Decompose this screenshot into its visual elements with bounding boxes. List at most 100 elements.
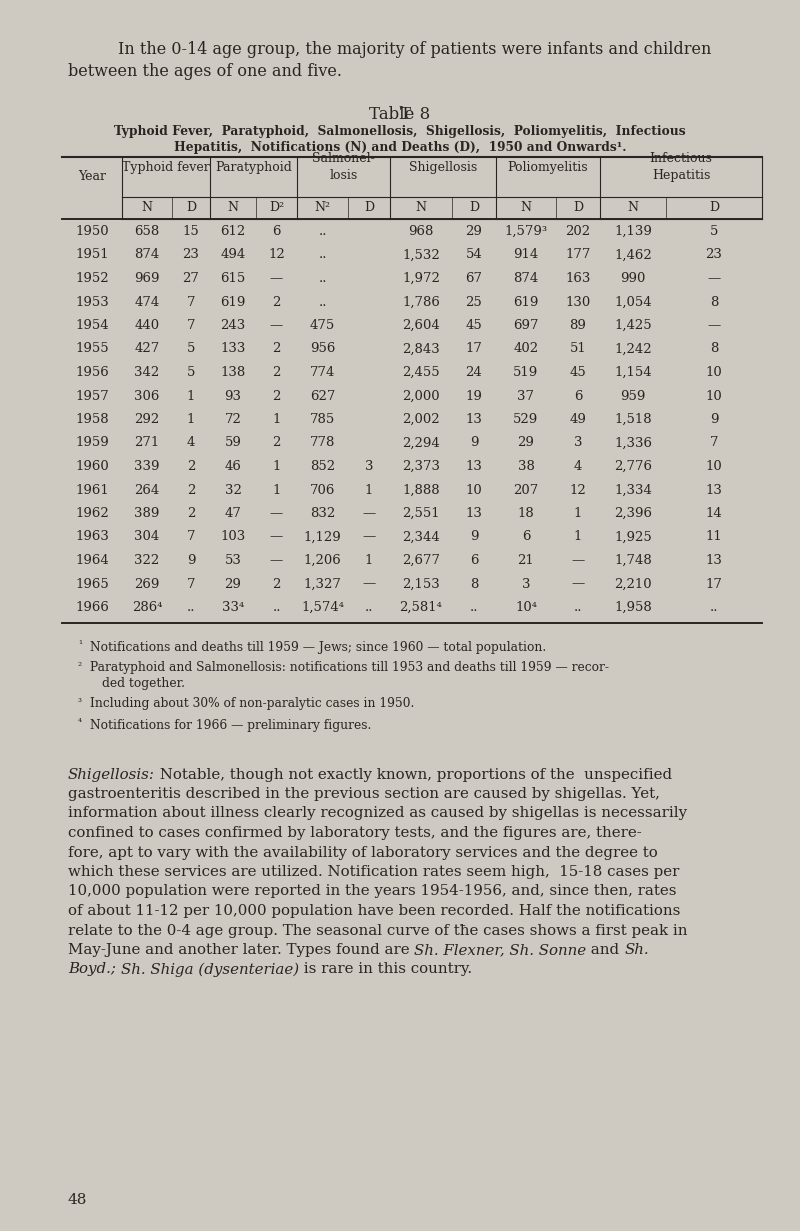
Text: 1,054: 1,054 <box>614 295 652 309</box>
Text: 2: 2 <box>187 460 195 473</box>
Text: ..: .. <box>318 249 326 261</box>
Text: 49: 49 <box>570 412 586 426</box>
Text: 1,336: 1,336 <box>614 437 652 449</box>
Text: 6: 6 <box>574 389 582 403</box>
Text: 2,153: 2,153 <box>402 577 440 591</box>
Text: D: D <box>186 201 196 214</box>
Text: —: — <box>571 577 585 591</box>
Text: 832: 832 <box>310 507 335 519</box>
Text: 9: 9 <box>470 531 478 544</box>
Text: Poliomyelitis: Poliomyelitis <box>508 160 588 174</box>
Text: 29: 29 <box>466 225 482 238</box>
Text: 2: 2 <box>272 577 281 591</box>
Text: —: — <box>707 319 721 332</box>
Text: 1: 1 <box>574 531 582 544</box>
Text: 5: 5 <box>710 225 718 238</box>
Text: Paratyphoid: Paratyphoid <box>215 160 292 174</box>
Text: 1956: 1956 <box>75 366 109 379</box>
Text: 8: 8 <box>710 295 718 309</box>
Text: 10: 10 <box>466 484 482 496</box>
Text: D²: D² <box>269 201 284 214</box>
Text: 2,581⁴: 2,581⁴ <box>399 601 442 614</box>
Text: 23: 23 <box>706 249 722 261</box>
Text: 4: 4 <box>187 437 195 449</box>
Text: —: — <box>270 319 283 332</box>
Text: 7: 7 <box>186 577 195 591</box>
Text: 619: 619 <box>514 295 538 309</box>
Text: 1,574⁴: 1,574⁴ <box>301 601 344 614</box>
Text: 1,139: 1,139 <box>614 225 652 238</box>
Text: 1: 1 <box>187 389 195 403</box>
Text: 1: 1 <box>272 484 281 496</box>
Text: 9: 9 <box>710 412 718 426</box>
Text: N: N <box>142 201 153 214</box>
Text: 18: 18 <box>518 507 534 519</box>
Text: 1962: 1962 <box>75 507 109 519</box>
Text: Salmonel-
losis: Salmonel- losis <box>312 151 375 182</box>
Text: 1,206: 1,206 <box>304 554 342 567</box>
Text: 89: 89 <box>570 319 586 332</box>
Text: 133: 133 <box>220 342 246 356</box>
Text: 968: 968 <box>408 225 434 238</box>
Text: N: N <box>521 201 531 214</box>
Text: 2: 2 <box>272 295 281 309</box>
Text: 2,373: 2,373 <box>402 460 440 473</box>
Text: 959: 959 <box>620 389 646 403</box>
Text: 17: 17 <box>466 342 482 356</box>
Text: 1: 1 <box>187 412 195 426</box>
Text: 615: 615 <box>220 272 246 286</box>
Text: 286⁴: 286⁴ <box>132 601 162 614</box>
Text: 2,002: 2,002 <box>402 412 440 426</box>
Text: 1953: 1953 <box>75 295 109 309</box>
Text: 1,958: 1,958 <box>614 601 652 614</box>
Text: 3: 3 <box>574 437 582 449</box>
Text: ³: ³ <box>78 698 82 707</box>
Text: —: — <box>270 272 283 286</box>
Text: 13: 13 <box>466 507 482 519</box>
Text: 427: 427 <box>134 342 160 356</box>
Text: D: D <box>709 201 719 214</box>
Text: 1: 1 <box>272 412 281 426</box>
Text: 12: 12 <box>570 484 586 496</box>
Text: 519: 519 <box>514 366 538 379</box>
Text: 2: 2 <box>272 389 281 403</box>
Text: —: — <box>707 272 721 286</box>
Text: ..: .. <box>365 601 374 614</box>
Text: 47: 47 <box>225 507 242 519</box>
Text: 2,604: 2,604 <box>402 319 440 332</box>
Text: 1959: 1959 <box>75 437 109 449</box>
Text: 13: 13 <box>466 460 482 473</box>
Text: 2,455: 2,455 <box>402 366 440 379</box>
Text: 1,786: 1,786 <box>402 295 440 309</box>
Text: 15: 15 <box>182 225 199 238</box>
Text: 914: 914 <box>514 249 538 261</box>
Text: 8: 8 <box>710 342 718 356</box>
Text: 207: 207 <box>514 484 538 496</box>
Text: 2: 2 <box>272 366 281 379</box>
Text: 2,396: 2,396 <box>614 507 652 519</box>
Text: 697: 697 <box>514 319 538 332</box>
Text: Notifications for 1966 — preliminary figures.: Notifications for 1966 — preliminary fig… <box>90 719 371 731</box>
Text: 2: 2 <box>187 484 195 496</box>
Text: 13: 13 <box>466 412 482 426</box>
Text: 339: 339 <box>134 460 160 473</box>
Text: ¹: ¹ <box>78 640 82 650</box>
Text: 67: 67 <box>466 272 482 286</box>
Text: Paratyphoid and Salmonellosis: notifications till 1953 and deaths till 1959 — re: Paratyphoid and Salmonellosis: notificat… <box>90 661 609 675</box>
Text: 1960: 1960 <box>75 460 109 473</box>
Text: information about illness clearly recognized as caused by shigellas is necessari: information about illness clearly recogn… <box>68 806 687 821</box>
Text: 9: 9 <box>470 437 478 449</box>
Text: —: — <box>270 531 283 544</box>
Text: 342: 342 <box>134 366 160 379</box>
Text: 25: 25 <box>466 295 482 309</box>
Text: Shigellosis:: Shigellosis: <box>68 767 155 782</box>
Text: 38: 38 <box>518 460 534 473</box>
Text: 619: 619 <box>220 295 246 309</box>
Text: ded together.: ded together. <box>102 677 185 691</box>
Text: 7: 7 <box>710 437 718 449</box>
Text: 6: 6 <box>522 531 530 544</box>
Text: ⁴: ⁴ <box>78 719 82 728</box>
Text: —: — <box>362 531 376 544</box>
Text: Notifications and deaths till 1959 — Jews; since 1960 — total population.: Notifications and deaths till 1959 — Jew… <box>90 640 546 654</box>
Text: 45: 45 <box>466 319 482 332</box>
